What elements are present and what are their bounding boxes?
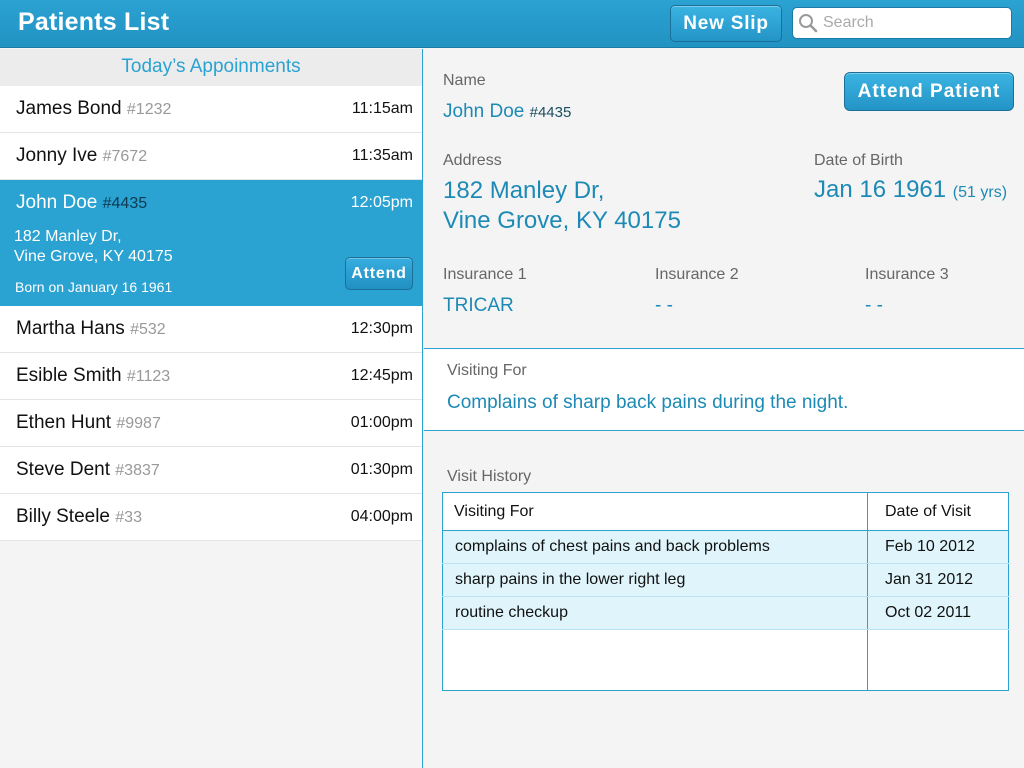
patient-name: Ethen Hunt bbox=[16, 412, 112, 433]
page-title: Patients List bbox=[18, 8, 170, 36]
visiting-for-value: Complains of sharp back pains during the… bbox=[447, 392, 849, 413]
patient-name: Billy Steele bbox=[16, 506, 110, 527]
patient-detail-panel: Name John Doe #4435 Attend Patient Addre… bbox=[424, 49, 1024, 768]
insurance-2-label: Insurance 2 bbox=[655, 266, 739, 283]
top-bar: Patients List New Slip bbox=[0, 0, 1024, 48]
appointment-time: 11:15am bbox=[351, 100, 413, 117]
search-icon bbox=[793, 8, 823, 38]
patient-id: #9987 bbox=[116, 415, 161, 432]
table-header-row: Visiting For Date of Visit bbox=[442, 492, 1009, 531]
appointment-row[interactable]: Jonny Ive #7672 11:35am bbox=[0, 133, 422, 180]
insurance-1-label: Insurance 1 bbox=[443, 266, 527, 283]
visit-date: Jan 31 2012 bbox=[867, 563, 1009, 597]
appointment-time: 04:00pm bbox=[350, 508, 413, 525]
appointment-time: 12:05pm bbox=[350, 194, 413, 211]
patient-id: #4435 bbox=[102, 195, 148, 212]
detail-id: #4435 bbox=[529, 104, 572, 121]
new-slip-button[interactable]: New Slip bbox=[670, 5, 782, 42]
appointment-time: 01:30pm bbox=[350, 461, 413, 478]
table-row[interactable]: complains of chest pains and back proble… bbox=[442, 530, 1009, 564]
appointment-row[interactable]: Martha Hans #532 12:30pm bbox=[0, 306, 422, 353]
appointments-title: Today’s Appoinments bbox=[0, 49, 422, 86]
patient-name: Steve Dent bbox=[16, 459, 110, 480]
visit-date: Feb 10 2012 bbox=[867, 530, 1009, 564]
patient-id: #7672 bbox=[102, 148, 148, 165]
address-label: Address bbox=[443, 152, 502, 169]
appointment-row[interactable]: Ethen Hunt #9987 01:00pm bbox=[0, 400, 422, 447]
empty-cell bbox=[442, 629, 868, 691]
address-line-2: Vine Grove, KY 40175 bbox=[443, 207, 681, 234]
attend-button[interactable]: Attend bbox=[345, 257, 413, 290]
attend-patient-button[interactable]: Attend Patient bbox=[844, 72, 1014, 111]
insurance-1-value: TRICAR bbox=[443, 295, 514, 316]
patient-name: Jonny Ive bbox=[16, 145, 98, 166]
dob: Jan 16 1961 bbox=[814, 176, 947, 203]
appointment-time: 01:00pm bbox=[350, 414, 413, 431]
column-header-date-of-visit: Date of Visit bbox=[867, 492, 1009, 531]
visiting-for-section: Visiting For Complains of sharp back pai… bbox=[424, 348, 1024, 431]
dob-label: Date of Birth bbox=[814, 152, 903, 169]
visit-reason: routine checkup bbox=[442, 596, 868, 630]
patient-name: John Doe bbox=[16, 192, 98, 213]
patient-id: #3837 bbox=[115, 462, 160, 479]
search-input[interactable] bbox=[823, 14, 1003, 32]
table-row[interactable]: routine checkup Oct 02 2011 bbox=[442, 596, 1009, 630]
appointment-time: 12:30pm bbox=[350, 320, 413, 337]
patient-name: James Bond bbox=[16, 98, 122, 119]
address-value: 182 Manley Dr, Vine Grove, KY 40175 bbox=[443, 176, 681, 236]
table-row-empty bbox=[442, 629, 1009, 691]
visit-reason: sharp pains in the lower right leg bbox=[442, 563, 868, 597]
appointment-time: 12:45pm bbox=[350, 367, 413, 384]
patient-address: 182 Manley Dr, Vine Grove, KY 40175 bbox=[14, 227, 173, 267]
patient-name: Martha Hans bbox=[16, 318, 125, 339]
appointment-row[interactable]: Billy Steele #33 04:00pm bbox=[0, 494, 422, 541]
appointment-row-selected[interactable]: John Doe #4435 12:05pm 182 Manley Dr, Vi… bbox=[0, 180, 422, 306]
insurance-3-value: - - bbox=[865, 295, 883, 316]
patient-id: #33 bbox=[115, 509, 142, 526]
visit-reason: complains of chest pains and back proble… bbox=[442, 530, 868, 564]
name-label: Name bbox=[443, 72, 486, 89]
patient-born: Born on January 16 1961 bbox=[15, 279, 173, 295]
column-header-visiting-for: Visiting For bbox=[442, 492, 868, 531]
appointment-time: 11:35am bbox=[351, 147, 413, 164]
address-line-1: 182 Manley Dr, bbox=[14, 228, 122, 245]
insurance-3-label: Insurance 3 bbox=[865, 266, 949, 283]
detail-name: John Doe bbox=[443, 101, 525, 122]
dob-value: Jan 16 1961 (51 yrs) bbox=[814, 176, 1007, 204]
patient-name: Esible Smith bbox=[16, 365, 122, 386]
appointment-row[interactable]: James Bond #1232 11:15am bbox=[0, 86, 422, 133]
patient-name-value: John Doe #4435 bbox=[443, 101, 571, 123]
visit-history-table: Visiting For Date of Visit complains of … bbox=[442, 492, 1009, 691]
visit-history-label: Visit History bbox=[447, 468, 532, 485]
table-row[interactable]: sharp pains in the lower right leg Jan 3… bbox=[442, 563, 1009, 597]
insurance-2-value: - - bbox=[655, 295, 673, 316]
address-line-2: Vine Grove, KY 40175 bbox=[14, 248, 173, 265]
patient-id: #1232 bbox=[126, 101, 172, 118]
patient-id: #532 bbox=[130, 321, 166, 338]
appointments-panel: Today’s Appoinments James Bond #1232 11:… bbox=[0, 49, 423, 768]
address-line-1: 182 Manley Dr, bbox=[443, 177, 605, 204]
appointment-row[interactable]: Steve Dent #3837 01:30pm bbox=[0, 447, 422, 494]
visiting-for-label: Visiting For bbox=[447, 362, 527, 379]
search-box[interactable] bbox=[792, 7, 1012, 39]
visit-date: Oct 02 2011 bbox=[867, 596, 1009, 630]
patient-id: #1123 bbox=[126, 368, 171, 385]
age: (51 yrs) bbox=[952, 184, 1008, 201]
empty-cell bbox=[867, 629, 1009, 691]
appointment-row[interactable]: Esible Smith #1123 12:45pm bbox=[0, 353, 422, 400]
